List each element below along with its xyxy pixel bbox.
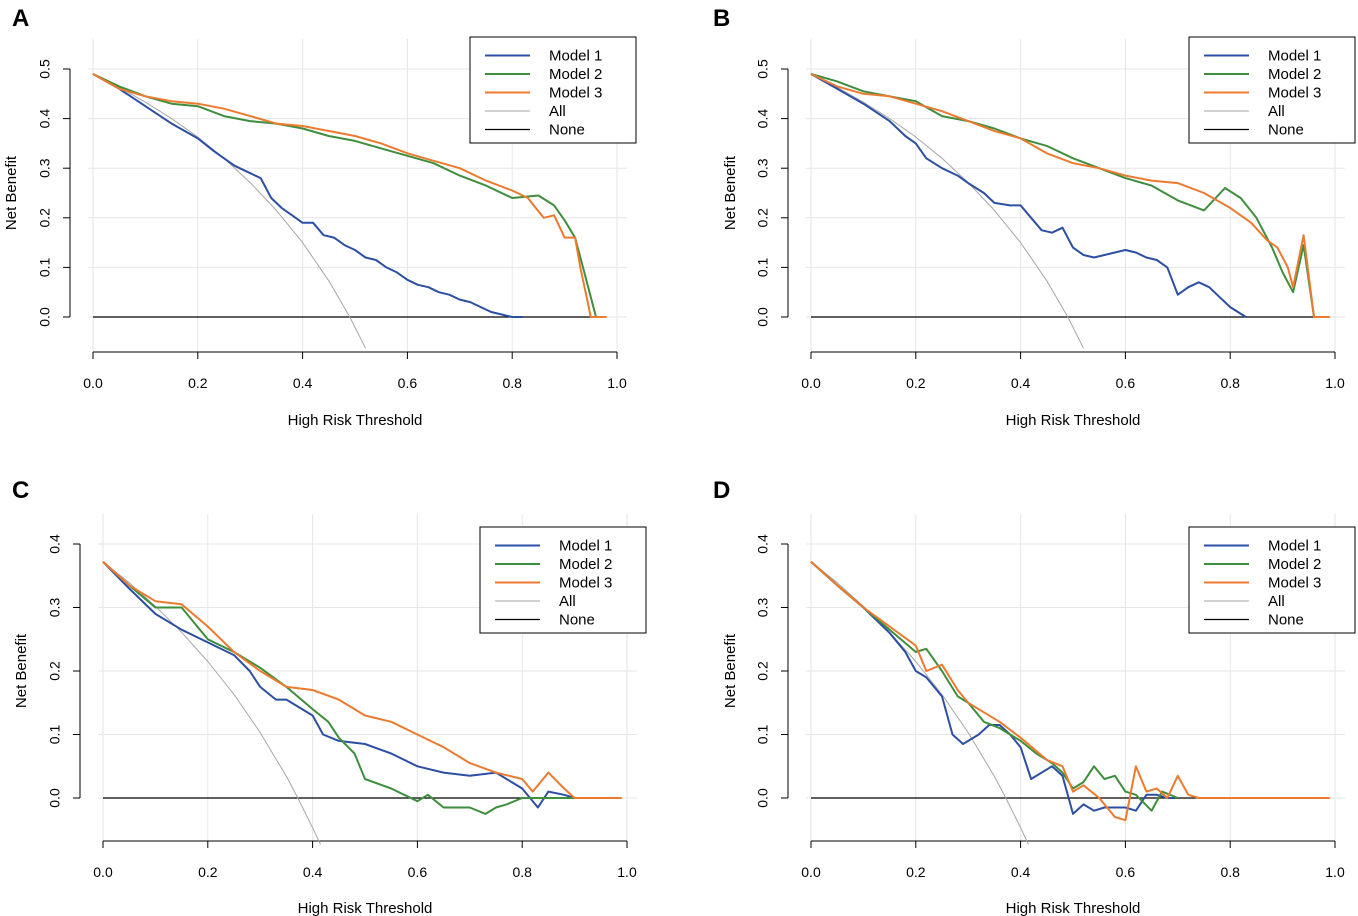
y-tick-label: 0.0 — [47, 788, 63, 808]
x-axis-title: High Risk Threshold — [1006, 412, 1141, 429]
y-tick-label: 0.4 — [755, 109, 771, 129]
x-tick-label: 0.8 — [1220, 864, 1240, 880]
legend-label-model-1: Model 1 — [549, 48, 602, 65]
y-axis-title: Net Benefit — [722, 633, 739, 708]
panel-letter: B — [713, 5, 730, 32]
y-tick-label: 0.1 — [755, 257, 771, 277]
legend-label-model-3: Model 3 — [1268, 575, 1321, 592]
x-tick-label: 0.2 — [198, 864, 218, 880]
y-axis-title: Net Benefit — [13, 633, 30, 708]
panel-b: 0.0 0.2 0.4 0.6 0.8 1.0 High Risk Threshold 0.0… — [713, 5, 1356, 429]
series-line-model-3 — [810, 73, 1330, 318]
x-tick-label: 0.4 — [1011, 864, 1031, 880]
x-tick-label: 0.6 — [398, 375, 418, 391]
series-line-model-1 — [810, 73, 1247, 318]
y-tick-label: 0.3 — [37, 158, 53, 178]
y-tick-label: 0.3 — [755, 598, 771, 618]
legend-label-model-2: Model 2 — [1268, 66, 1321, 83]
legend-label-none: None — [1268, 122, 1304, 139]
y-tick-label: 0.0 — [755, 307, 771, 327]
x-tick-label: 1.0 — [617, 864, 637, 880]
legend-label-model-1: Model 1 — [559, 538, 612, 555]
x-tick-label: 0.6 — [1116, 375, 1136, 391]
y-tick-label: 0.1 — [37, 257, 53, 277]
series-line-all — [92, 73, 366, 349]
series-line-model-3 — [92, 73, 607, 318]
x-tick-label: 0.0 — [93, 864, 113, 880]
y-tick-label: 0.1 — [47, 725, 63, 745]
legend-label-all: All — [1268, 103, 1285, 120]
y-tick-label: 0.4 — [755, 534, 771, 554]
legend-label-none: None — [559, 612, 595, 629]
y-tick-label: 0.2 — [755, 208, 771, 228]
series-line-all — [810, 561, 1029, 845]
y-tick-label: 0.1 — [755, 725, 771, 745]
x-tick-label: 0.4 — [1011, 375, 1031, 391]
x-tick-label: 0.4 — [303, 864, 323, 880]
series-line-all — [810, 73, 1084, 349]
legend-label-model-2: Model 2 — [559, 556, 612, 573]
panel-d: 0.0 0.2 0.4 0.6 0.8 1.0 High Risk Threshold 0.0… — [713, 477, 1356, 916]
legend-label-none: None — [1268, 612, 1304, 629]
x-axis-title: High Risk Threshold — [298, 900, 433, 916]
series-line-model-3 — [810, 561, 1330, 822]
x-tick-label: 0.2 — [906, 864, 926, 880]
y-tick-label: 0.4 — [47, 534, 63, 554]
panel-c: 0.0 0.2 0.4 0.6 0.8 1.0 High Risk Threshold 0.0… — [12, 477, 647, 916]
legend-label-model-3: Model 3 — [1268, 85, 1321, 102]
y-axis-title: Net Benefit — [3, 155, 20, 230]
x-axis-title: High Risk Threshold — [1006, 900, 1141, 916]
x-tick-label: 0.2 — [188, 375, 208, 391]
y-tick-label: 0.0 — [37, 307, 53, 327]
legend-label-none: None — [549, 122, 585, 139]
y-tick-label: 0.0 — [755, 788, 771, 808]
panel-letter: C — [12, 477, 29, 504]
x-tick-label: 0.8 — [1220, 375, 1240, 391]
legend-label-model-3: Model 3 — [549, 85, 602, 102]
series-line-model-2 — [102, 561, 575, 815]
x-tick-label: 0.6 — [1116, 864, 1136, 880]
panel-a: 0.0 0.2 0.4 0.6 0.8 1.0 High Risk Threshold 0.0… — [3, 5, 637, 429]
x-tick-label: 0.0 — [83, 375, 103, 391]
x-axis-title: High Risk Threshold — [288, 412, 423, 429]
series-line-all — [102, 561, 321, 845]
series-line-model-2 — [92, 73, 597, 318]
y-tick-label: 0.4 — [37, 109, 53, 129]
legend-label-model-1: Model 1 — [1268, 538, 1321, 555]
legend-label-all: All — [1268, 593, 1285, 610]
x-tick-label: 0.0 — [801, 864, 821, 880]
series-line-model-1 — [810, 561, 1178, 815]
y-tick-label: 0.2 — [37, 208, 53, 228]
legend-label-model-2: Model 2 — [549, 66, 602, 83]
y-tick-label: 0.3 — [47, 598, 63, 618]
y-tick-label: 0.2 — [755, 661, 771, 681]
x-tick-label: 1.0 — [1325, 864, 1345, 880]
series-line-model-2 — [810, 561, 1179, 812]
legend-label-model-2: Model 2 — [1268, 556, 1321, 573]
legend-label-model-3: Model 3 — [559, 575, 612, 592]
x-tick-label: 0.8 — [502, 375, 522, 391]
panel-letter: A — [12, 5, 29, 32]
series-line-model-3 — [102, 561, 622, 799]
x-tick-label: 1.0 — [607, 375, 627, 391]
panel-letter: D — [713, 477, 730, 504]
x-tick-label: 0.6 — [408, 864, 428, 880]
legend-label-all: All — [559, 593, 576, 610]
legend-label-all: All — [549, 103, 566, 120]
y-tick-label: 0.5 — [37, 59, 53, 79]
x-tick-label: 0.0 — [801, 375, 821, 391]
legend-label-model-1: Model 1 — [1268, 48, 1321, 65]
x-tick-label: 1.0 — [1325, 375, 1345, 391]
x-tick-label: 0.4 — [293, 375, 313, 391]
series-line-model-2 — [810, 73, 1315, 318]
x-tick-label: 0.8 — [512, 864, 532, 880]
x-tick-label: 0.2 — [906, 375, 926, 391]
y-tick-label: 0.5 — [755, 59, 771, 79]
series-line-model-1 — [92, 73, 523, 318]
y-axis-title: Net Benefit — [722, 155, 739, 230]
y-tick-label: 0.2 — [47, 661, 63, 681]
y-tick-label: 0.3 — [755, 158, 771, 178]
series-line-model-1 — [102, 561, 575, 809]
